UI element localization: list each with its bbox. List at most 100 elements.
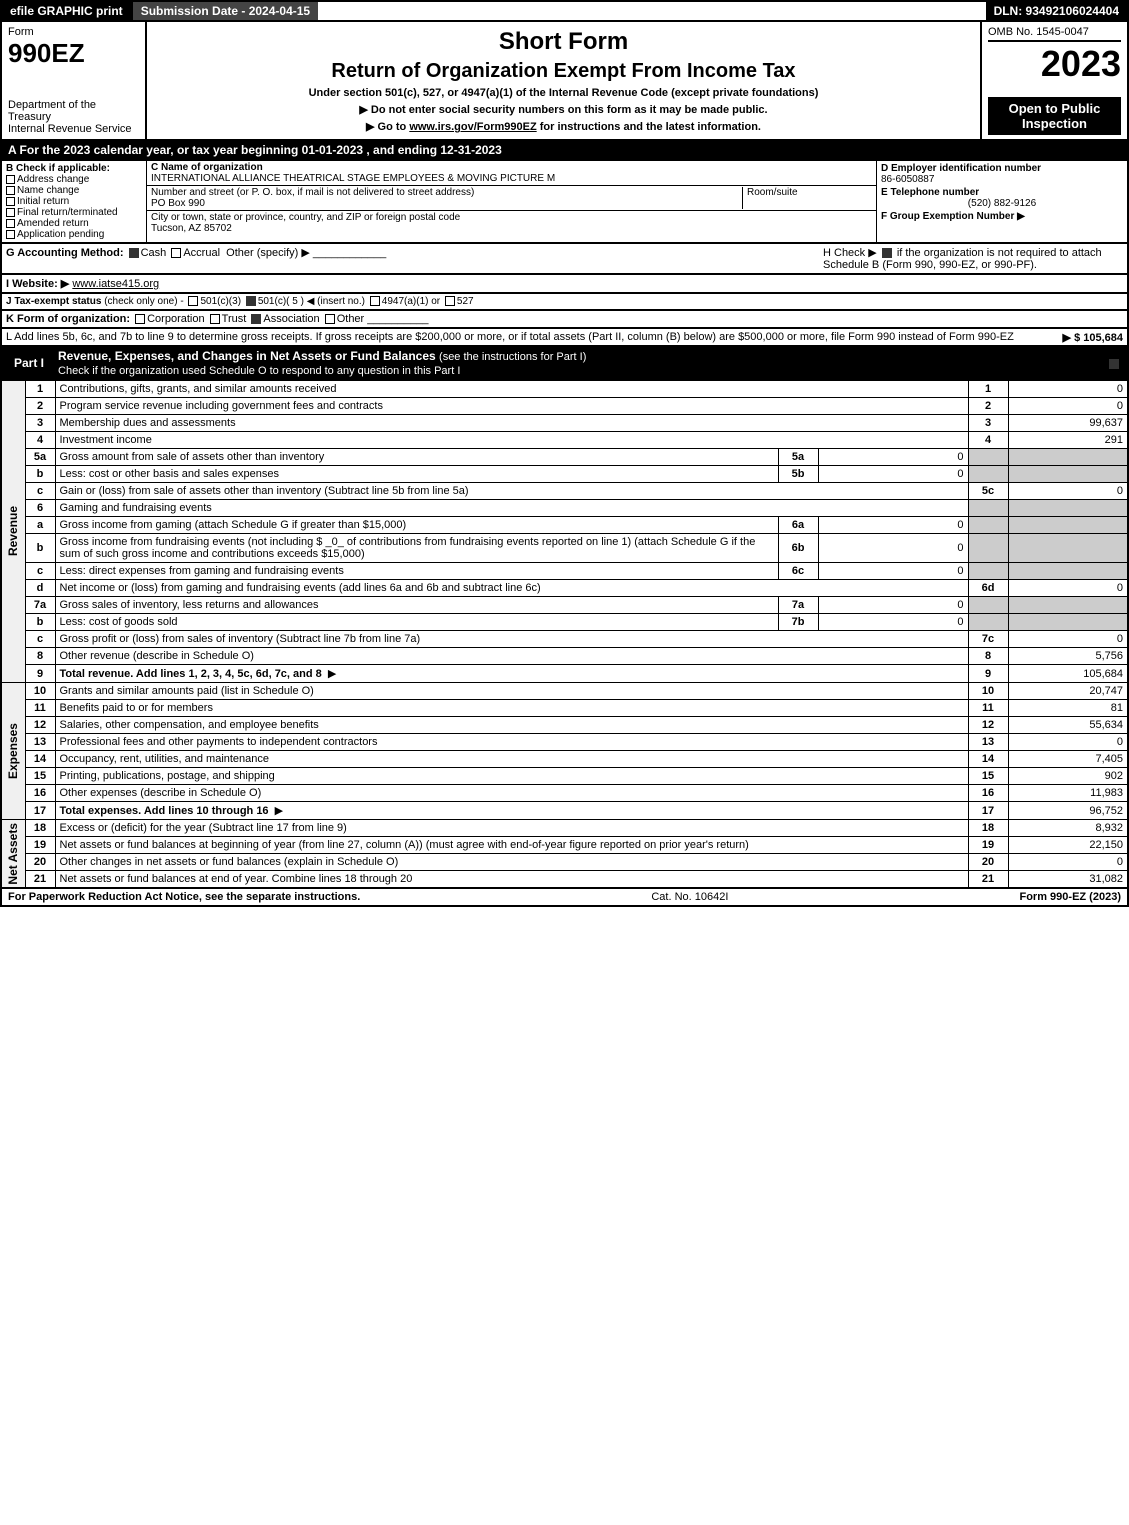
go-to-suffix: for instructions and the latest informat… [537, 121, 761, 133]
line-ref: 11 [968, 700, 1008, 717]
checkbox-corporation[interactable] [135, 314, 145, 324]
checkbox-4947[interactable] [370, 296, 380, 306]
line-ref: 20 [968, 854, 1008, 871]
line-desc: Gross profit or (loss) from sales of inv… [55, 631, 968, 648]
section-b-header: B Check if applicable: [6, 163, 142, 174]
checkbox-trust[interactable] [210, 314, 220, 324]
subtitle-section: Under section 501(c), 527, or 4947(a)(1)… [153, 87, 974, 99]
subtitle-ssn: ▶ Do not enter social security numbers o… [153, 103, 974, 116]
checkbox-schedule-o[interactable] [1109, 359, 1119, 369]
section-k: K Form of organization: Corporation Trus… [0, 311, 1129, 329]
opt-association: Association [263, 313, 319, 325]
checkbox-501c[interactable] [246, 296, 256, 306]
line-ref: 4 [968, 432, 1008, 449]
line-ref: 10 [968, 683, 1008, 700]
line-num: a [25, 517, 55, 534]
line-ref: 15 [968, 768, 1008, 785]
line-num: 18 [25, 820, 55, 837]
line-ref: 18 [968, 820, 1008, 837]
line-num: c [25, 631, 55, 648]
line-num: 15 [25, 768, 55, 785]
line-amount: 96,752 [1008, 802, 1128, 820]
line-num: 6 [25, 500, 55, 517]
line-desc: Gross amount from sale of assets other t… [55, 449, 778, 466]
line-ref: 6d [968, 580, 1008, 597]
line-num: 5a [25, 449, 55, 466]
efile-print-label[interactable]: efile GRAPHIC print [2, 2, 131, 20]
checkbox-other[interactable] [325, 314, 335, 324]
line-amount: 105,684 [1008, 665, 1128, 683]
line-subval: 0 [818, 534, 968, 563]
line-desc: Net assets or fund balances at end of ye… [55, 871, 968, 889]
submission-date-label: Submission Date - 2024-04-15 [131, 2, 318, 20]
checkbox-initial-return[interactable]: Initial return [6, 196, 142, 207]
line-desc: Other changes in net assets or fund bala… [55, 854, 968, 871]
checkbox-501c3[interactable] [188, 296, 198, 306]
line-ref-grey [968, 517, 1008, 534]
title-return: Return of Organization Exempt From Incom… [153, 60, 974, 83]
line-subval: 0 [818, 614, 968, 631]
line-ref: 14 [968, 751, 1008, 768]
line-sub: 7b [778, 614, 818, 631]
section-h-pre: H Check ▶ [823, 247, 880, 259]
irs-link[interactable]: www.irs.gov/Form990EZ [409, 121, 536, 133]
checkbox-address-change[interactable]: Address change [6, 174, 142, 185]
room-label: Room/suite [747, 187, 798, 198]
line-num: 11 [25, 700, 55, 717]
line-amount: 0 [1008, 734, 1128, 751]
checkbox-schedule-b[interactable] [882, 248, 892, 258]
website-value[interactable]: www.iatse415.org [72, 278, 159, 290]
checkbox-527[interactable] [445, 296, 455, 306]
checkbox-cash[interactable] [129, 248, 139, 258]
line-desc: Investment income [55, 432, 968, 449]
line-sub: 5a [778, 449, 818, 466]
line-desc: Total revenue. Add lines 1, 2, 3, 4, 5c,… [55, 665, 968, 683]
line-desc: Total expenses. Add lines 10 through 16 … [55, 802, 968, 820]
line-desc: Contributions, gifts, grants, and simila… [55, 381, 968, 398]
line-desc: Other revenue (describe in Schedule O) [55, 648, 968, 665]
line-amount: 0 [1008, 398, 1128, 415]
line-amount: 8,932 [1008, 820, 1128, 837]
line-amt-grey [1008, 563, 1128, 580]
line-amt-grey [1008, 517, 1128, 534]
line-subval: 0 [818, 449, 968, 466]
section-b: B Check if applicable: Address change Na… [2, 161, 147, 242]
line-ref: 17 [968, 802, 1008, 820]
line-amount: 22,150 [1008, 837, 1128, 854]
checkbox-association[interactable] [251, 314, 261, 324]
line-num: c [25, 563, 55, 580]
line-desc: Benefits paid to or for members [55, 700, 968, 717]
checkbox-final-return[interactable]: Final return/terminated [6, 207, 142, 218]
form-of-org-label: K Form of organization: [6, 313, 130, 325]
line-num: 9 [25, 665, 55, 683]
tel-label: E Telephone number [881, 187, 979, 198]
website-label: I Website: ▶ [6, 278, 69, 290]
opt-527: 527 [457, 296, 474, 307]
section-g-h: G Accounting Method: Cash Accrual Other … [0, 244, 1129, 275]
sidelabel-net-assets: Net Assets [6, 823, 20, 885]
checkbox-accrual[interactable] [171, 248, 181, 258]
line-desc: Printing, publications, postage, and shi… [55, 768, 968, 785]
line-desc: Less: cost of goods sold [55, 614, 778, 631]
part-i-header: Part I Revenue, Expenses, and Changes in… [0, 347, 1129, 381]
sidelabel-revenue: Revenue [6, 506, 20, 556]
line-desc: Gross sales of inventory, less returns a… [55, 597, 778, 614]
org-address: PO Box 990 [151, 198, 205, 209]
footer-right: Form 990-EZ (2023) [1019, 891, 1121, 903]
checkbox-name-change[interactable]: Name change [6, 185, 142, 196]
footer-cat-no: Cat. No. 10642I [651, 891, 728, 903]
form-number: 990EZ [8, 38, 139, 69]
checkbox-amended-return[interactable]: Amended return [6, 218, 142, 229]
checkbox-application-pending[interactable]: Application pending [6, 229, 142, 240]
line-desc: Excess or (deficit) for the year (Subtra… [55, 820, 968, 837]
go-to-prefix: ▶ Go to [366, 121, 409, 133]
line-sub: 7a [778, 597, 818, 614]
line-num: 3 [25, 415, 55, 432]
line-num: 19 [25, 837, 55, 854]
line-num: b [25, 466, 55, 483]
line-ref-grey [968, 534, 1008, 563]
section-j: J Tax-exempt status (check only one) - 5… [0, 294, 1129, 311]
line-amount: 81 [1008, 700, 1128, 717]
line-num: 10 [25, 683, 55, 700]
line-num: 14 [25, 751, 55, 768]
